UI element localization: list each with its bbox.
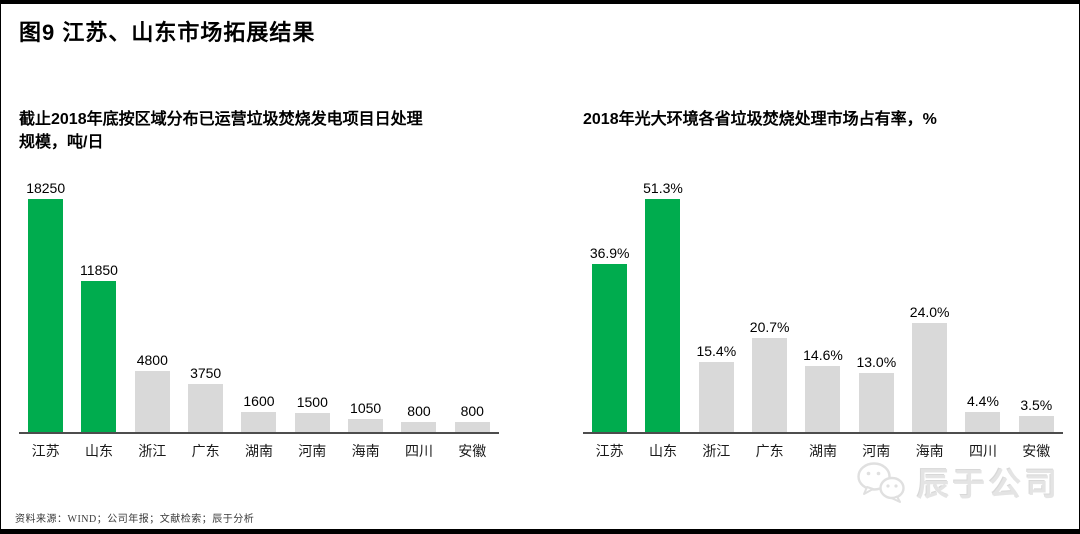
category-label: 湖南	[808, 445, 837, 460]
bar-value-label: 51.3%	[643, 180, 683, 196]
bar-value-label: 18250	[26, 180, 66, 196]
bar-group: 36.9%	[583, 245, 636, 432]
bar	[294, 413, 330, 432]
bar-value-label: 1600	[243, 393, 275, 409]
category-label: 广东	[755, 445, 784, 460]
left-chart-plot: 18250 11850 4800 3750 1600 1500 1050 800 800 江苏 山…	[19, 179, 499, 461]
category-label: 四川	[968, 445, 997, 460]
right-chart: 2018年光大环境各省垃圾焚烧处理市场占有率，% 36.9% 51.3% 15.4%…	[583, 108, 1063, 461]
bar-group: 11850	[72, 262, 125, 432]
bar-group: 4.4%	[956, 393, 1009, 432]
bar	[401, 422, 437, 432]
left-chart: 截止2018年底按区域分布已运营垃圾焚烧发电项目日处理规模，吨/日 18250 1…	[19, 108, 499, 461]
category-label: 河南	[298, 445, 327, 460]
bar-value-label: 15.4%	[696, 343, 737, 359]
category-label: 湖南	[244, 445, 273, 460]
bar-value-label: 800	[407, 403, 431, 419]
left-chart-categories: 江苏 山东 浙江 广东 湖南 河南 海南 四川 安徽	[19, 434, 499, 461]
category-label: 江苏	[595, 445, 624, 460]
category-label: 广东	[191, 445, 220, 460]
bar-group: 800	[446, 403, 499, 432]
category-label: 浙江	[138, 445, 167, 460]
bar	[645, 199, 681, 432]
bar-group: 20.7%	[743, 319, 796, 432]
bar	[912, 323, 948, 432]
category-label: 河南	[862, 445, 891, 460]
right-chart-categories: 江苏 山东 浙江 广东 湖南 河南 海南 四川 安徽	[583, 434, 1063, 461]
bar-group: 13.0%	[850, 354, 903, 432]
bar-value-label: 20.7%	[749, 319, 790, 335]
bar-value-label: 800	[460, 403, 484, 419]
bar	[28, 199, 64, 432]
bar-value-label: 3750	[190, 365, 222, 381]
bar-value-label: 14.6%	[803, 347, 843, 363]
right-chart-title: 2018年光大环境各省垃圾焚烧处理市场占有率，%	[583, 111, 937, 128]
bar	[858, 373, 894, 432]
bar	[134, 371, 170, 432]
bar-group: 18250	[19, 180, 72, 432]
bar	[81, 281, 117, 432]
wechat-icon	[855, 461, 907, 503]
figure-title: 图9 江苏、山东市场拓展结果	[19, 20, 316, 45]
bar	[241, 412, 277, 432]
category-label: 山东	[84, 445, 113, 460]
category-label: 安徽	[1022, 445, 1051, 460]
right-chart-plot: 36.9% 51.3% 15.4% 20.7% 14.6% 13.0% 24.0% 4.4% 3…	[583, 179, 1063, 461]
bar-value-label: 11850	[80, 262, 118, 278]
bar-group: 4800	[126, 352, 179, 432]
bar-value-label: 4800	[136, 352, 168, 368]
category-label: 浙江	[702, 445, 731, 460]
bar	[592, 264, 628, 432]
category-label: 安徽	[458, 445, 487, 460]
bar-group: 51.3%	[636, 180, 689, 432]
bar-group: 3.5%	[1010, 397, 1063, 432]
bar-group: 1050	[339, 400, 392, 432]
bar-group: 1500	[286, 394, 339, 432]
left-chart-title: 截止2018年底按区域分布已运营垃圾焚烧发电项目日处理规模，吨/日	[19, 111, 423, 152]
category-label: 山东	[648, 445, 677, 460]
bar-value-label: 4.4%	[967, 393, 999, 409]
watermark: 辰于公司	[855, 459, 1061, 505]
bar	[454, 422, 490, 432]
bar-value-label: 36.9%	[589, 245, 630, 261]
bar-group: 3750	[179, 365, 232, 432]
bar-group: 14.6%	[796, 347, 849, 432]
bar-value-label: 1500	[296, 394, 328, 410]
source-note: 资料来源：WIND；公司年报；文献检索；辰于分析	[15, 514, 255, 525]
left-chart-bars: 18250 11850 4800 3750 1600 1500 1050 800 800	[19, 179, 499, 434]
right-chart-bars: 36.9% 51.3% 15.4% 20.7% 14.6% 13.0% 24.0% 4.4% 3…	[583, 179, 1063, 434]
charts-row: 截止2018年底按区域分布已运营垃圾焚烧发电项目日处理规模，吨/日 18250 1…	[19, 108, 1063, 461]
bar-value-label: 1050	[350, 400, 382, 416]
bar	[805, 366, 841, 432]
bar	[188, 384, 224, 432]
bar-group: 15.4%	[690, 343, 743, 432]
bar	[698, 362, 734, 432]
bar-value-label: 24.0%	[909, 304, 950, 320]
bar	[965, 412, 1001, 432]
bar-group: 24.0%	[903, 304, 956, 432]
bar-group: 1600	[232, 393, 285, 432]
bar	[752, 338, 788, 432]
bar-group: 800	[392, 403, 445, 432]
category-label: 四川	[404, 445, 433, 460]
bar	[348, 419, 384, 432]
category-label: 江苏	[31, 445, 60, 460]
watermark-text: 辰于公司	[916, 466, 1061, 502]
category-label: 海南	[351, 445, 380, 460]
bar-value-label: 3.5%	[1020, 397, 1053, 413]
bar-value-label: 13.0%	[856, 354, 897, 370]
bar	[1018, 416, 1054, 432]
category-label: 海南	[915, 445, 944, 460]
